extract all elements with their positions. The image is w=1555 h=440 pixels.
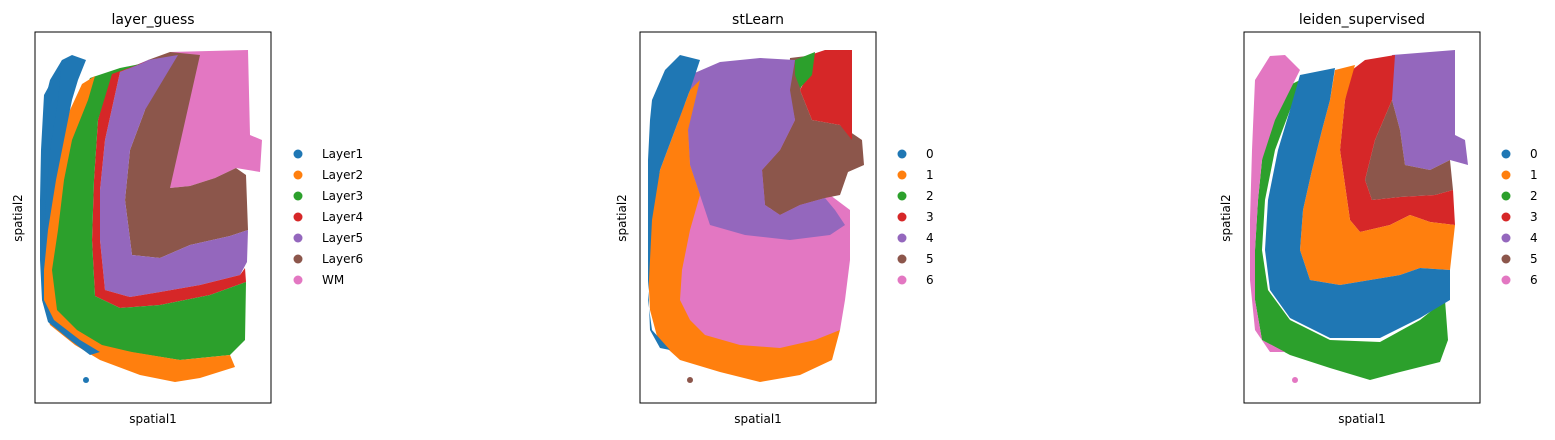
legend-marker bbox=[897, 254, 907, 264]
legend-label: 0 bbox=[1530, 147, 1538, 161]
legend-label: Layer6 bbox=[322, 252, 363, 266]
axes-frame bbox=[34, 31, 272, 404]
region-2 bbox=[1255, 75, 1448, 380]
legend-marker bbox=[293, 275, 303, 285]
panel-leiden-supervised: leiden_supervised spatial1 spatial2 0 1 2 3… bbox=[1219, 12, 1538, 426]
region-3 bbox=[1340, 55, 1455, 232]
chart-title: stLearn bbox=[732, 12, 784, 28]
panel-layer-guess: layer_guess spatial1 spatial2 Layer1Laye… bbox=[11, 12, 363, 426]
y-axis-label: spatial2 bbox=[11, 194, 25, 242]
legend-marker bbox=[1501, 254, 1511, 264]
legend-label: 6 bbox=[926, 273, 934, 287]
region-5 bbox=[762, 55, 864, 215]
region-4 bbox=[1392, 50, 1468, 170]
legend-marker bbox=[1501, 149, 1511, 159]
region-1 bbox=[1300, 65, 1455, 285]
legend-label: 0 bbox=[926, 147, 934, 161]
legend-marker bbox=[293, 191, 303, 201]
x-axis-label: spatial1 bbox=[129, 412, 177, 426]
region-5 bbox=[1365, 100, 1453, 200]
legend-label: WM bbox=[322, 273, 344, 287]
region-4 bbox=[688, 58, 845, 240]
legend: 0 1 2 3 4 5 6 bbox=[897, 147, 934, 287]
legend-label: 4 bbox=[1530, 231, 1538, 245]
plot-area bbox=[648, 50, 864, 383]
legend-marker bbox=[1501, 170, 1511, 180]
region-1 bbox=[648, 80, 840, 382]
panel-stlearn: stLearn spatial1 spatial2 0 1 2 3 4 5 6 bbox=[615, 12, 934, 426]
legend-marker bbox=[897, 212, 907, 222]
legend-label: 2 bbox=[926, 189, 934, 203]
region-0 bbox=[648, 55, 700, 350]
plot-area bbox=[40, 50, 262, 383]
legend-marker bbox=[1501, 275, 1511, 285]
region-layer5 bbox=[100, 55, 248, 297]
chart-title: leiden_supervised bbox=[1299, 12, 1425, 28]
region-layer1-left bbox=[40, 60, 62, 300]
legend-label: Layer3 bbox=[322, 189, 363, 203]
axes-frame bbox=[639, 31, 877, 404]
legend-marker bbox=[897, 149, 907, 159]
legend-label: 2 bbox=[1530, 189, 1538, 203]
outlier-spot bbox=[1292, 377, 1298, 383]
legend: 0 1 2 3 4 5 6 bbox=[1501, 147, 1538, 287]
axes-frame bbox=[1243, 31, 1481, 404]
legend-marker bbox=[1501, 212, 1511, 222]
legend-marker bbox=[293, 254, 303, 264]
x-axis-label: spatial1 bbox=[734, 412, 782, 426]
legend-label: 3 bbox=[926, 210, 934, 224]
legend-label: 4 bbox=[926, 231, 934, 245]
legend-marker bbox=[293, 212, 303, 222]
legend-label: 5 bbox=[1530, 252, 1538, 266]
y-axis-label: spatial2 bbox=[1219, 194, 1233, 242]
legend-label: Layer5 bbox=[322, 231, 363, 245]
legend-marker bbox=[293, 149, 303, 159]
region-2 bbox=[795, 52, 815, 88]
chart-title: layer_guess bbox=[111, 12, 194, 28]
region-6 bbox=[1250, 55, 1300, 352]
legend-marker bbox=[293, 170, 303, 180]
plot-area bbox=[1250, 50, 1468, 383]
legend-label: Layer2 bbox=[322, 168, 363, 182]
region-layer1 bbox=[42, 55, 100, 355]
legend-label: 1 bbox=[1530, 168, 1538, 182]
legend-marker bbox=[897, 191, 907, 201]
legend-marker bbox=[1501, 191, 1511, 201]
region-0 bbox=[1265, 68, 1450, 338]
outlier-spot bbox=[687, 377, 693, 383]
legend: Layer1 Layer2 Layer3 Layer4 Layer5 Layer6 WM bbox=[293, 147, 363, 287]
legend-label: Layer1 bbox=[322, 147, 363, 161]
x-axis-label: spatial1 bbox=[1338, 412, 1386, 426]
outlier-spot bbox=[83, 377, 89, 383]
region-3 bbox=[800, 50, 852, 140]
legend-label: 3 bbox=[1530, 210, 1538, 224]
legend-marker bbox=[897, 233, 907, 243]
legend-label: 5 bbox=[926, 252, 934, 266]
legend-marker bbox=[293, 233, 303, 243]
legend-label: 1 bbox=[926, 168, 934, 182]
legend-marker bbox=[1501, 233, 1511, 243]
region-layer6 bbox=[125, 52, 248, 258]
y-axis-label: spatial2 bbox=[615, 194, 629, 242]
region-layer3 bbox=[50, 64, 246, 360]
legend-marker bbox=[897, 275, 907, 285]
legend-marker bbox=[897, 170, 907, 180]
legend-label: Layer4 bbox=[322, 210, 363, 224]
legend-label: 6 bbox=[1530, 273, 1538, 287]
